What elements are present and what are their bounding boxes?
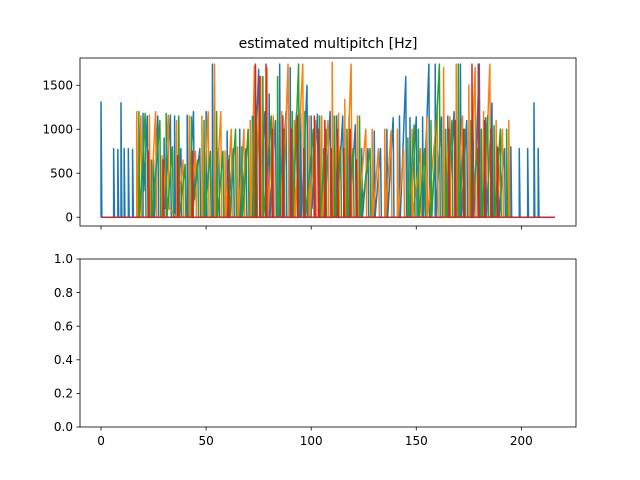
bottom-y-tick-label: 1.0 [54, 252, 73, 266]
top-chart-title: estimated multipitch [Hz] [239, 36, 418, 52]
top-axes: estimated multipitch [Hz] 0 500 1000 1500 [42, 36, 577, 230]
bottom-y-tick-label: 0.2 [54, 387, 73, 401]
bottom-axes: 0 50 100 150 200 0.0 0.2 0.4 0.6 0.8 1.0 [54, 252, 577, 448]
top-series-line-3 [101, 63, 555, 218]
top-ticks-group: 0 500 1000 1500 [42, 78, 522, 230]
bottom-x-tick-label: 200 [510, 434, 533, 448]
top-axes-frame [79, 57, 577, 227]
bottom-x-tick-label: 150 [405, 434, 428, 448]
top-y-tick-label: 0 [65, 210, 73, 224]
bottom-y-tick-label: 0.0 [54, 420, 73, 434]
bottom-y-tick-label: 0.4 [54, 353, 73, 367]
top-series-group [100, 61, 555, 218]
bottom-axes-frame [79, 258, 577, 428]
top-series-line-4 [101, 63, 555, 218]
bottom-x-tick-label: 0 [97, 434, 105, 448]
bottom-y-tick-label: 0.6 [54, 319, 73, 333]
top-y-tick-label: 1000 [42, 122, 73, 136]
top-y-tick-label: 1500 [42, 78, 73, 92]
bottom-y-tick-label: 0.8 [54, 286, 73, 300]
bottom-x-tick-label: 100 [300, 434, 323, 448]
bottom-ticks-group: 0 50 100 150 200 0.0 0.2 0.4 0.6 0.8 1.0 [54, 252, 533, 448]
top-y-tick-label: 500 [50, 166, 73, 180]
bottom-x-tick-label: 50 [198, 434, 213, 448]
